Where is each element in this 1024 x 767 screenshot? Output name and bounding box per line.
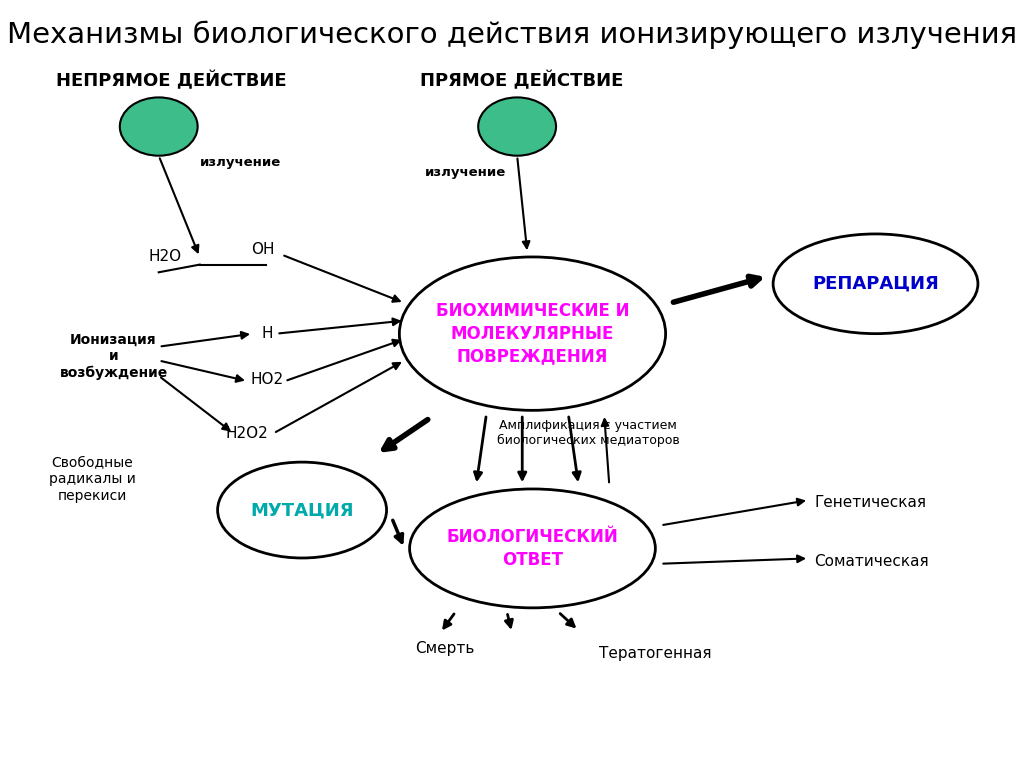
Circle shape bbox=[120, 97, 198, 156]
Text: Амплификация с участием
биологических медиаторов: Амплификация с участием биологических ме… bbox=[497, 420, 679, 447]
Text: Свободные
радикалы и
перекиси: Свободные радикалы и перекиси bbox=[49, 456, 136, 502]
Ellipse shape bbox=[399, 257, 666, 410]
Text: излучение: излучение bbox=[425, 166, 506, 179]
Text: ПРЯМОЕ ДЕЙСТВИЕ: ПРЯМОЕ ДЕЙСТВИЕ bbox=[420, 71, 624, 91]
Text: Тератогенная: Тератогенная bbox=[599, 646, 712, 661]
Text: МУТАЦИЯ: МУТАЦИЯ bbox=[250, 501, 354, 519]
Text: НЕПРЯМОЕ ДЕЙСТВИЕ: НЕПРЯМОЕ ДЕЙСТВИЕ bbox=[56, 71, 287, 91]
Text: Ионизация
и
возбуждение: Ионизация и возбуждение bbox=[59, 334, 168, 380]
Text: РЕПАРАЦИЯ: РЕПАРАЦИЯ bbox=[812, 275, 939, 293]
Ellipse shape bbox=[410, 489, 655, 607]
Text: БИОЛОГИЧЕСКИЙ
ОТВЕТ: БИОЛОГИЧЕСКИЙ ОТВЕТ bbox=[446, 528, 618, 568]
Text: H: H bbox=[261, 326, 272, 341]
Text: Смерть: Смерть bbox=[415, 640, 474, 656]
Text: H2O2: H2O2 bbox=[225, 426, 268, 441]
Ellipse shape bbox=[773, 234, 978, 334]
Text: Механизмы биологического действия ионизирующего излучения: Механизмы биологического действия ионизи… bbox=[7, 20, 1017, 49]
Text: Генетическая: Генетическая bbox=[814, 495, 926, 510]
Text: HO2: HO2 bbox=[251, 372, 284, 387]
Text: H2O: H2O bbox=[148, 249, 181, 265]
Ellipse shape bbox=[217, 462, 387, 558]
Text: Соматическая: Соматическая bbox=[814, 554, 929, 569]
Circle shape bbox=[478, 97, 556, 156]
Text: БИОХИМИЧЕСКИЕ И
МОЛЕКУЛЯРНЫЕ
ПОВРЕЖДЕНИЯ: БИОХИМИЧЕСКИЕ И МОЛЕКУЛЯРНЫЕ ПОВРЕЖДЕНИЯ bbox=[436, 302, 629, 365]
Text: OH: OH bbox=[251, 242, 274, 257]
Text: излучение: излучение bbox=[200, 156, 281, 169]
